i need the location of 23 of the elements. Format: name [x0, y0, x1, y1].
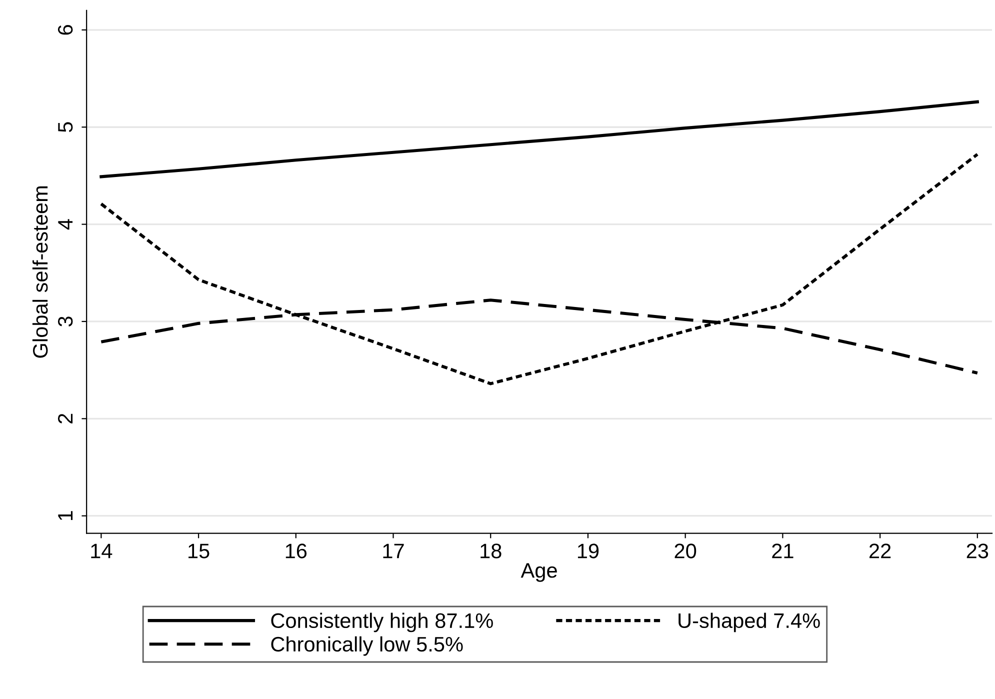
x-tick-label: 21 [772, 544, 794, 558]
y-tick-label: 3 [58, 316, 73, 326]
y-tick-label: 4 [58, 219, 73, 230]
y-tick-label: 2 [58, 414, 73, 424]
legend-label: Chronically low 5.5% [271, 636, 463, 656]
legend-label: Consistently high 87.1% [271, 612, 493, 632]
x-tick-label: 15 [188, 544, 210, 558]
legend-label: U-shaped 7.4% [678, 612, 820, 632]
x-tick-label: 20 [674, 544, 696, 558]
line-series [100, 100, 979, 178]
y-tick-label: 5 [58, 122, 73, 132]
x-axis-title: Age [520, 563, 557, 582]
x-tick-label: 14 [91, 544, 112, 558]
y-axis-title: Global self-esteem [32, 186, 48, 358]
x-tick-label: 18 [480, 544, 502, 558]
x-tick-label: 16 [286, 544, 307, 558]
x-tick-label: 23 [966, 544, 988, 558]
y-tick-label: 6 [58, 25, 73, 35]
x-tick-label: 22 [870, 544, 891, 558]
line-series [100, 152, 979, 386]
x-tick-label: 19 [578, 544, 599, 558]
x-tick-label: 17 [383, 544, 404, 558]
y-tick-label: 1 [58, 511, 73, 520]
